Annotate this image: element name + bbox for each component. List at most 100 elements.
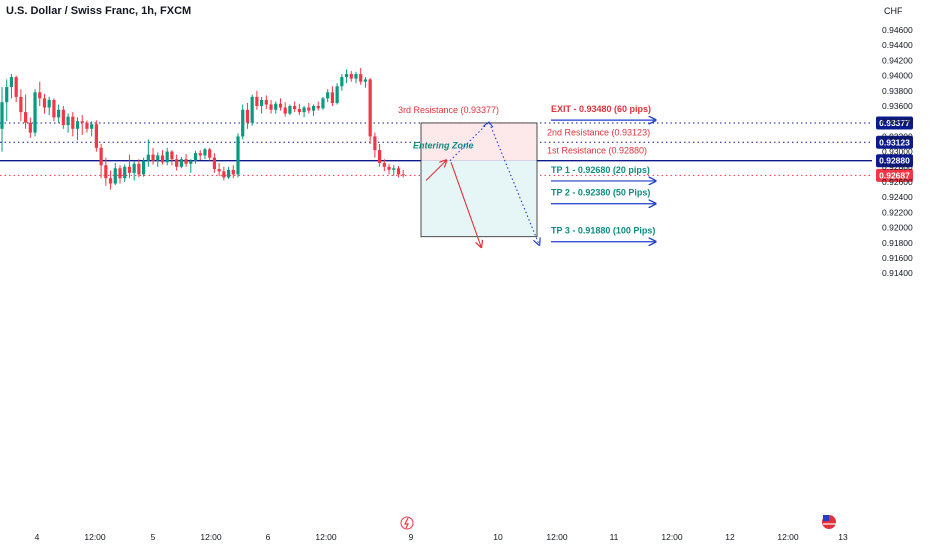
target-zone <box>421 122 537 161</box>
y-tick-label: 0.92600 <box>882 177 913 187</box>
candle <box>354 71 358 84</box>
resistance-label: 2nd Resistance (0.93123) <box>547 127 650 137</box>
candle <box>24 94 28 129</box>
lightning-icon[interactable] <box>400 516 414 530</box>
level-badge-text: 0.92687 <box>879 170 910 180</box>
candle <box>113 163 117 186</box>
level-badge-text: 0.92880 <box>879 156 910 166</box>
candle <box>288 104 292 116</box>
candle <box>335 83 339 105</box>
candle <box>368 77 372 144</box>
candle <box>28 117 32 138</box>
target-label: TP 1 - 0.92680 (20 pips) <box>551 165 650 175</box>
candle <box>71 112 75 137</box>
candle <box>269 99 273 114</box>
resistance-label: 3rd Resistance (0.93377) <box>398 105 499 115</box>
symbol-title: U.S. Dollar / Swiss Franc, 1h, FXCM <box>6 5 192 17</box>
candle <box>326 89 330 103</box>
candle <box>33 89 37 137</box>
candle <box>193 150 198 164</box>
x-tick-label: 6 <box>266 532 271 542</box>
candle <box>297 103 301 116</box>
x-tick-label: 12:00 <box>84 532 106 542</box>
candle <box>241 104 245 140</box>
level-badge <box>876 168 913 182</box>
candle <box>274 101 278 114</box>
candle <box>283 102 287 117</box>
candle <box>61 106 65 129</box>
candle <box>231 165 235 179</box>
target-label: EXIT - 0.93480 (60 pips) <box>551 104 651 114</box>
us-flag-icon[interactable] <box>822 515 836 529</box>
target-label: TP 3 - 0.91880 (100 Pips) <box>551 226 655 236</box>
x-tick-label: 9 <box>409 532 414 542</box>
x-tick-label: 12:00 <box>777 532 799 542</box>
y-tick-label: 0.93800 <box>882 86 913 96</box>
candle <box>94 120 98 152</box>
candle <box>302 106 306 118</box>
candle <box>401 169 405 178</box>
candle <box>170 150 174 166</box>
y-tick-label: 0.91800 <box>882 238 913 248</box>
position-box[interactable] <box>420 122 538 238</box>
candle <box>382 159 386 172</box>
candle <box>5 79 9 122</box>
y-tick-label: 0.94600 <box>882 25 913 35</box>
x-tick-label: 5 <box>151 532 156 542</box>
candle <box>66 113 70 133</box>
candle <box>47 96 51 116</box>
entering-zone-label: Entering Zone <box>413 141 474 151</box>
candle <box>387 163 391 175</box>
candle <box>307 102 311 114</box>
candle <box>9 74 14 99</box>
x-tick-label: 12:00 <box>200 532 222 542</box>
candle <box>217 163 221 176</box>
projection-peak-marker <box>482 121 494 128</box>
candle <box>165 147 169 166</box>
x-tick-label: 10 <box>493 532 503 542</box>
candle <box>359 68 363 85</box>
candle <box>184 153 188 167</box>
candle <box>226 166 231 179</box>
candle <box>349 71 353 82</box>
candle <box>363 77 368 88</box>
level-badge <box>876 154 913 168</box>
candle <box>19 89 23 122</box>
candle <box>189 159 193 173</box>
candle <box>14 75 18 103</box>
x-tick-label: 13 <box>838 532 848 542</box>
candle <box>264 95 268 110</box>
y-tick-label: 0.94400 <box>882 40 913 50</box>
x-tick-label: 12:00 <box>315 532 337 542</box>
drop-arrow <box>450 162 481 246</box>
candle <box>123 164 127 182</box>
candle <box>330 86 334 106</box>
candle <box>236 133 240 178</box>
candle <box>99 144 103 179</box>
x-tick-label: 12 <box>725 532 735 542</box>
y-tick-label: 0.92800 <box>882 162 913 172</box>
y-tick-label: 0.93600 <box>882 101 913 111</box>
candle <box>255 90 259 110</box>
candle <box>160 150 165 165</box>
candle <box>137 159 141 178</box>
y-tick-label: 0.93000 <box>882 147 913 157</box>
candle <box>245 102 250 129</box>
candle <box>127 154 132 179</box>
candle <box>151 147 155 165</box>
entry-arrow <box>425 161 446 181</box>
candle <box>203 147 207 160</box>
candle <box>108 170 113 190</box>
candle <box>118 165 122 184</box>
x-tick-label: 12:00 <box>661 532 683 542</box>
candle <box>278 98 283 111</box>
candle <box>260 96 264 114</box>
candle <box>344 69 349 84</box>
candle <box>179 156 183 169</box>
candle <box>396 166 401 178</box>
candle <box>38 81 42 106</box>
y-tick-label: 0.94000 <box>882 71 913 81</box>
candle <box>250 94 254 126</box>
candle <box>0 87 4 152</box>
